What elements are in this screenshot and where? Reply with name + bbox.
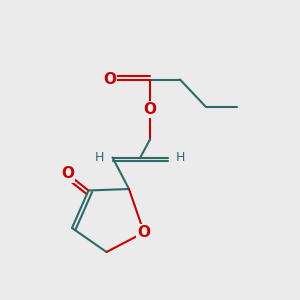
Text: O: O [103, 72, 116, 87]
Text: O: O [61, 167, 74, 182]
Text: O: O [137, 225, 151, 240]
Text: H: H [95, 151, 105, 164]
Text: O: O [143, 102, 157, 117]
Text: H: H [176, 151, 185, 164]
